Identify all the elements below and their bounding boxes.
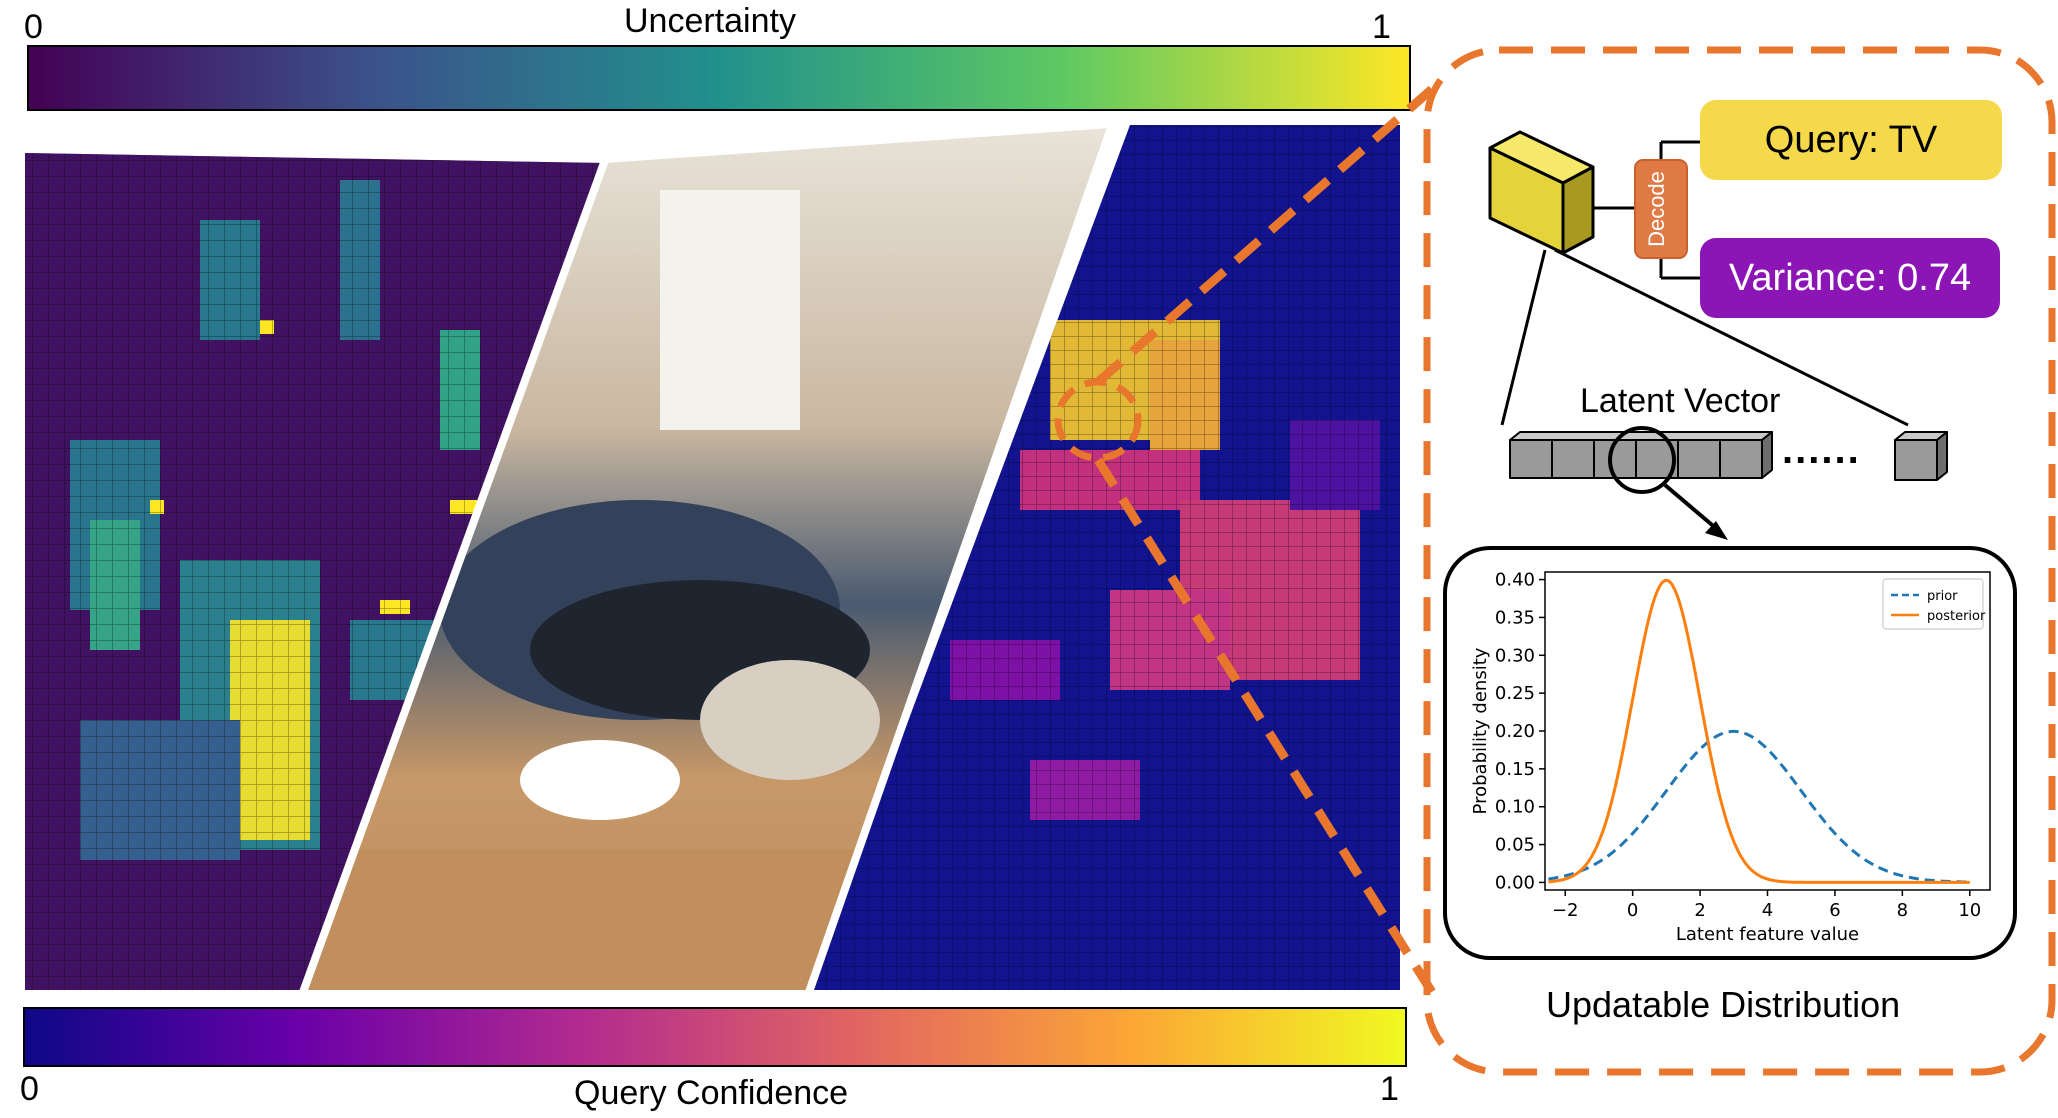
inset-border: [1423, 46, 2056, 1076]
query-confidence-colorbar: [23, 1007, 1407, 1067]
y-tick-label: 0.00: [1495, 872, 1535, 893]
query-box: Query: TV: [1700, 100, 2002, 180]
uncertainty-min-label: 0: [24, 8, 43, 46]
confidence-min-label: 0: [20, 1070, 39, 1108]
x-axis-label: Latent feature value: [1676, 924, 1859, 945]
x-tick-label: 10: [1958, 900, 1981, 921]
x-tick-label: 2: [1694, 900, 1705, 921]
latent-ellipsis: ......: [1782, 428, 1861, 472]
legend-box: [1882, 578, 1984, 630]
latent-vector-title: Latent Vector: [1580, 382, 1781, 420]
arrow-head: [1705, 521, 1728, 540]
distribution-caption: Updatable Distribution: [1546, 984, 1901, 1025]
zoom-line-bottom: [1094, 457, 1444, 1008]
y-tick-label: 0.30: [1495, 645, 1535, 666]
distribution-chart: −2 0 2 4 6 8 10 0.00 0.05 0.10 0.15 0.20 0.25 0.30 0.3…: [1470, 570, 1991, 945]
latent-last-cell: [1894, 431, 1948, 481]
legend-label-posterior: posterior: [1927, 609, 1986, 624]
variance-box: Variance: 0.74: [1700, 238, 2000, 318]
latent-element-circle: [1608, 426, 1676, 494]
y-tick-label: 0.40: [1495, 570, 1535, 591]
x-tick-label: 0: [1627, 900, 1638, 921]
zoom-line-top: [1095, 78, 1443, 386]
y-axis-label: Probability density: [1470, 647, 1491, 814]
uncertainty-title: Uncertainty: [624, 2, 796, 40]
y-tick-label: 0.15: [1495, 759, 1535, 780]
y-tick-label: 0.10: [1495, 797, 1535, 818]
decode-box: [1634, 159, 1688, 259]
latent-vector: [1509, 431, 1773, 479]
x-tick-label: 4: [1762, 900, 1773, 921]
uncertainty-max-label: 1: [1372, 8, 1391, 46]
x-tick-label: 8: [1897, 900, 1908, 921]
y-tick-label: 0.25: [1495, 683, 1535, 704]
series-posterior: [1548, 578, 1970, 884]
y-tick-label: 0.20: [1495, 721, 1535, 742]
legend-label-prior: prior: [1927, 589, 1958, 604]
y-tick-label: 0.05: [1495, 835, 1535, 856]
x-tick-label: 6: [1829, 900, 1840, 921]
decode-label: Decode: [1644, 171, 1669, 247]
voxel-cube-icon: [1488, 130, 1595, 255]
x-tick-label: −2: [1552, 900, 1579, 921]
confidence-title: Query Confidence: [574, 1074, 849, 1112]
uncertainty-colorbar: [27, 45, 1411, 111]
confidence-max-label: 1: [1380, 1070, 1399, 1108]
series-prior: [1548, 729, 1970, 884]
y-tick-label: 0.35: [1495, 607, 1535, 628]
